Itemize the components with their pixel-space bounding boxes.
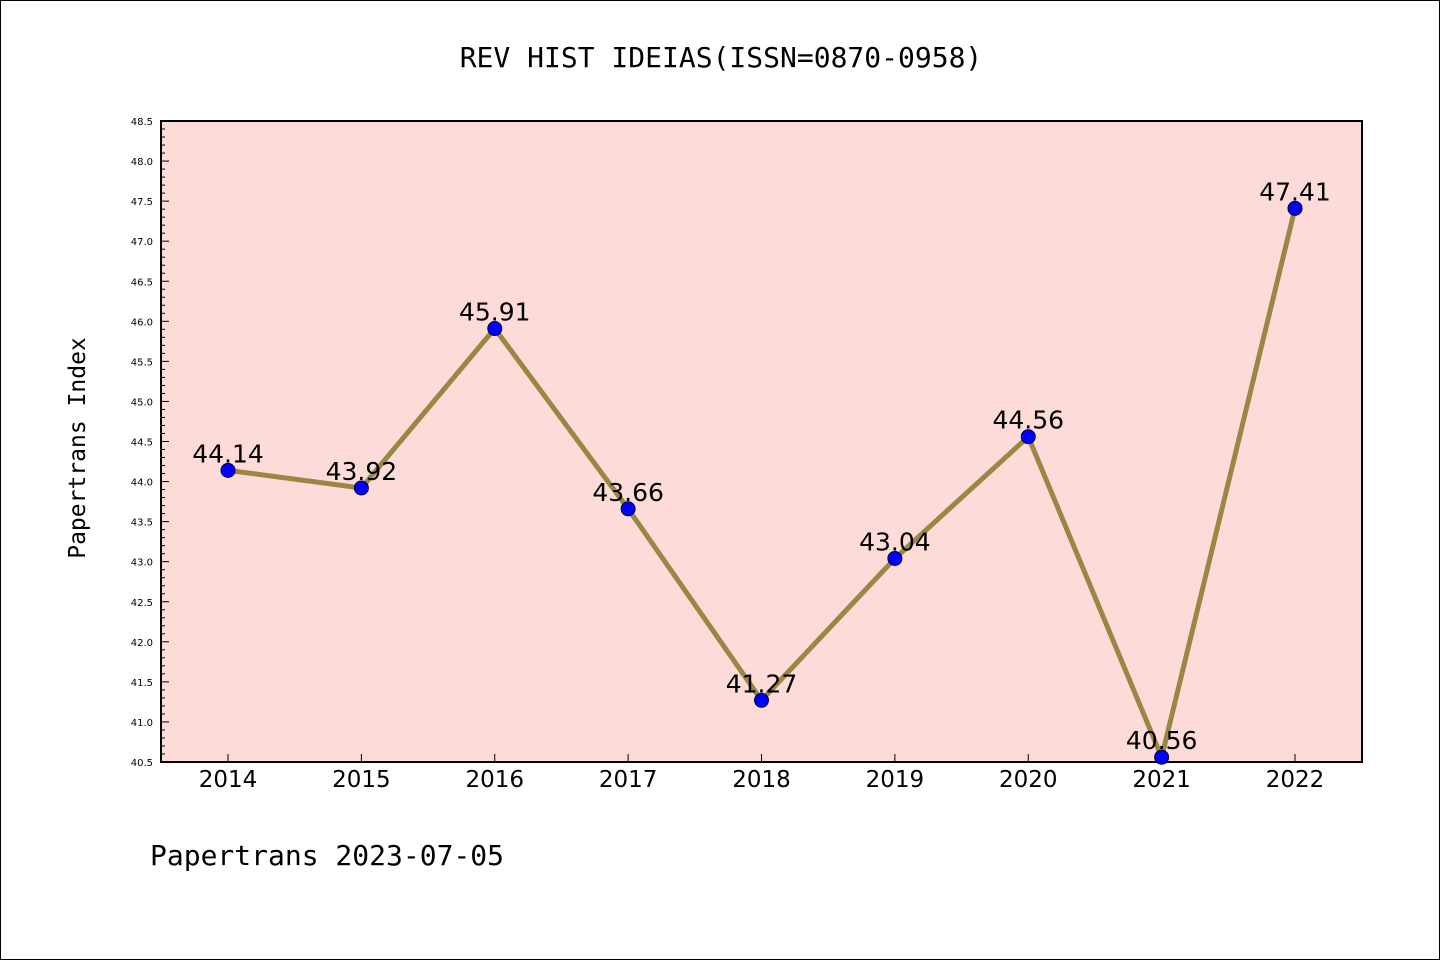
data-label: 43.66: [592, 478, 664, 507]
y-tick-label: 42.5: [131, 598, 153, 609]
x-tick-label: 2017: [599, 767, 658, 793]
data-point: [1287, 200, 1303, 216]
data-label: 45.91: [459, 298, 531, 327]
y-tick-label: 47.0: [131, 237, 153, 248]
y-tick-label: 44.0: [131, 478, 153, 489]
data-label: 43.04: [859, 527, 931, 556]
data-point: [1154, 749, 1170, 765]
data-point: [220, 462, 236, 478]
y-tick-label: 48.5: [131, 117, 153, 128]
data-point: [887, 550, 903, 566]
y-tick-label: 43.0: [131, 558, 153, 569]
plot-area: [160, 120, 1363, 763]
data-label: 44.14: [192, 439, 264, 468]
y-tick-label: 45.0: [131, 397, 153, 408]
data-label: 43.92: [326, 457, 398, 486]
data-point: [353, 480, 369, 496]
y-tick-label: 41.0: [131, 718, 153, 729]
data-label: 44.56: [992, 406, 1064, 435]
x-tick-label: 2015: [332, 767, 391, 793]
y-tick-label: 44.5: [131, 438, 153, 449]
data-point: [487, 321, 503, 337]
x-tick-label: 2016: [465, 767, 524, 793]
y-tick-label: 45.5: [131, 357, 153, 368]
data-point: [1020, 429, 1036, 445]
data-label: 47.41: [1259, 177, 1331, 206]
x-axis: 2014 2015 2016 2017 2018 2019 2020 2021 2022: [199, 754, 1325, 793]
y-axis: 40.5 41.0 41.5 42.0 42.5 43.0 43.5 44.0 44.5 45.0…: [131, 117, 169, 769]
data-point: [754, 692, 769, 708]
y-tick-label: 48.0: [131, 157, 153, 168]
y-tick-label: 46.5: [131, 277, 153, 288]
data-label: 41.27: [726, 669, 798, 698]
y-tick-label: 47.5: [131, 197, 153, 208]
y-tick-label: 43.5: [131, 518, 153, 529]
x-tick-label: 2021: [1132, 767, 1191, 793]
y-axis-label: Papertrans Index: [65, 337, 91, 559]
data-point: [620, 501, 636, 517]
y-tick-label: 41.5: [131, 678, 153, 689]
series-group: [220, 200, 1303, 765]
data-label: 40.56: [1126, 726, 1198, 755]
x-tick-label: 2020: [999, 767, 1058, 793]
y-tick-label: 40.5: [131, 758, 153, 769]
data-labels-group: 44.14 43.92 45.91 43.66 41.27 43.04 44.56 40.56…: [192, 177, 1331, 755]
chart-title: REV HIST IDEIAS(ISSN=0870-0958): [460, 41, 983, 74]
x-tick-label: 2018: [732, 767, 791, 793]
y-tick-label: 46.0: [131, 317, 153, 328]
x-tick-label: 2019: [866, 767, 925, 793]
footer-text: Papertrans 2023-07-05: [150, 839, 504, 872]
y-tick-label: 42.0: [131, 638, 153, 649]
x-tick-label: 2022: [1266, 767, 1325, 793]
x-tick-label: 2014: [199, 767, 258, 793]
